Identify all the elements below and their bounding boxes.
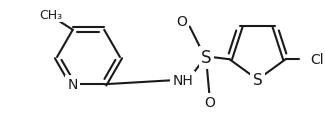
Text: O: O xyxy=(204,95,215,109)
Text: S: S xyxy=(253,72,262,87)
Text: Cl: Cl xyxy=(310,53,324,67)
Text: CH₃: CH₃ xyxy=(40,9,63,21)
Text: S: S xyxy=(201,49,212,66)
Text: N: N xyxy=(68,78,78,91)
Text: O: O xyxy=(176,14,187,28)
Text: NH: NH xyxy=(173,73,193,87)
